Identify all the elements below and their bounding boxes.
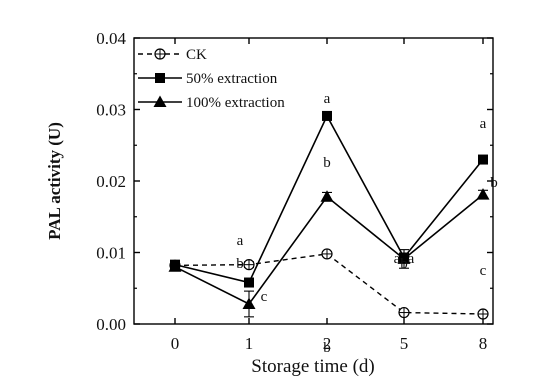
- y-tick-label: 0.03: [96, 101, 126, 120]
- x-tick-label: 5: [400, 334, 409, 353]
- y-tick-label: 0.01: [96, 244, 126, 263]
- legend-marker-shape: [155, 73, 165, 83]
- x-tick-label: 8: [479, 334, 488, 353]
- data-point: [322, 110, 332, 121]
- significance-label: b: [400, 256, 408, 272]
- data-point: [242, 297, 256, 309]
- legend-entry-50-extraction: 50% extraction: [138, 71, 278, 87]
- legend-label-50-extraction: 50% extraction: [186, 71, 278, 87]
- legend-marker-shape: [154, 48, 166, 60]
- significance-label: a: [394, 251, 401, 267]
- x-tick-label: 0: [171, 334, 180, 353]
- legend-marker-shape: [153, 95, 167, 107]
- y-axis-ticks: 0.00 0.01 0.02 0.03 0.04: [96, 29, 493, 334]
- y-tick-label: 0.04: [96, 29, 126, 48]
- legend-label-ck: CK: [186, 47, 207, 63]
- significance-label: a: [408, 251, 415, 267]
- data-point: [170, 259, 180, 270]
- significance-label: b: [323, 340, 331, 356]
- series-line: [174, 253, 484, 315]
- significance-label: c: [480, 263, 487, 279]
- legend-marker-ck: [154, 48, 166, 60]
- data-point: [320, 190, 334, 202]
- x-tick-label: 1: [245, 334, 254, 353]
- data-point: [477, 308, 489, 320]
- legend-entry-ck: CK: [138, 47, 207, 63]
- x-tick-label: 2: [323, 334, 332, 353]
- legend-marker-50-extraction: [155, 73, 165, 83]
- legend-label-100-extraction: 100% extraction: [186, 95, 285, 111]
- significance-label: a: [480, 116, 487, 132]
- data-point: [476, 188, 490, 200]
- x-axis-title: Storage time (d): [251, 356, 374, 377]
- data-point: [398, 306, 410, 319]
- data-point: [321, 248, 333, 260]
- significance-label: b: [323, 155, 331, 171]
- y-axis-title: PAL activity (U): [45, 122, 64, 240]
- significance-label: a: [324, 91, 331, 107]
- y-tick-label: 0.02: [96, 172, 126, 191]
- significance-label: b: [490, 175, 498, 191]
- data-point: [243, 259, 255, 271]
- legend-marker-100-extraction: [153, 95, 167, 107]
- significance-label: b: [236, 256, 244, 272]
- data-point: [399, 252, 409, 263]
- legend-entry-100-extraction: 100% extraction: [138, 95, 285, 111]
- series-layer: [168, 110, 490, 320]
- series-1: [170, 110, 488, 288]
- y-tick-label: 0.00: [96, 315, 126, 334]
- data-point: [478, 154, 488, 165]
- data-point: [244, 277, 254, 288]
- legend: CK 50% extraction 100% extraction: [138, 47, 285, 111]
- significance-label: c: [261, 289, 268, 305]
- significance-label: a: [237, 233, 244, 249]
